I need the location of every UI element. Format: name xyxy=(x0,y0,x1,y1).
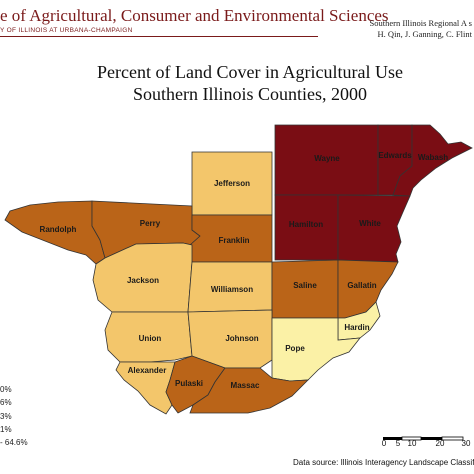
project-credits: Southern Illinois Regional A s H. Qin, J… xyxy=(370,18,472,40)
scale-tick-20: 20 xyxy=(436,439,445,448)
county-label-massac: Massac xyxy=(231,381,260,390)
county-label-alexander: Alexander xyxy=(128,366,167,375)
institution-title: e of Agricultural, Consumer and Environm… xyxy=(0,6,389,25)
county-label-randolph: Randolph xyxy=(40,225,77,234)
county-label-jackson: Jackson xyxy=(127,276,159,285)
legend-item-3: 3% xyxy=(0,411,12,421)
legend: 0% 6% 3% 1% - 64.6% xyxy=(0,383,28,449)
project-credits-line2: H. Qin, J. Ganning, C. Flint xyxy=(377,29,472,39)
legend-item-1: 0% xyxy=(0,385,12,394)
county-alexander xyxy=(115,361,176,415)
legend-item-4: 1% xyxy=(0,424,12,434)
county-label-jefferson: Jefferson xyxy=(214,179,250,188)
county-label-williamson: Williamson xyxy=(211,285,253,294)
county-label-hamilton: Hamilton xyxy=(289,220,323,229)
scale-tick-5: 5 xyxy=(396,439,401,448)
county-wabash xyxy=(392,124,473,197)
county-label-franklin: Franklin xyxy=(218,236,249,245)
map-subtitle: Southern Illinois Counties, 2000 xyxy=(133,84,367,104)
county-label-pope: Pope xyxy=(285,344,305,353)
county-massac xyxy=(189,367,310,414)
county-label-perry: Perry xyxy=(140,219,161,228)
county-label-edwards: Edwards xyxy=(378,151,412,160)
county-label-wabash: Wabash xyxy=(418,153,448,162)
scale-tick-0: 0 xyxy=(382,439,387,448)
header-rule xyxy=(0,36,318,37)
county-label-hardin: Hardin xyxy=(344,323,369,332)
county-label-gallatin: Gallatin xyxy=(347,281,376,290)
legend-item-5: - 64.6% xyxy=(0,438,28,448)
scale-tick-30: 30 xyxy=(462,439,471,448)
project-credits-line1: Southern Illinois Regional A s xyxy=(369,18,472,28)
county-label-johnson: Johnson xyxy=(225,334,258,343)
data-source-note: Data source: Illinois Interagency Landsc… xyxy=(293,458,474,467)
map-title: Percent of Land Cover in Agricultural Us… xyxy=(97,62,403,82)
scale-bar: 0 5 10 20 30 xyxy=(382,436,471,448)
legend-item-2: 6% xyxy=(0,398,12,408)
county-white xyxy=(337,194,411,263)
county-label-wayne: Wayne xyxy=(314,154,340,163)
county-label-union: Union xyxy=(139,334,162,343)
scale-tick-10: 10 xyxy=(408,439,417,448)
county-label-saline: Saline xyxy=(293,281,317,290)
county-label-pulaski: Pulaski xyxy=(175,379,203,388)
county-label-white: White xyxy=(359,219,381,228)
university-subtitle: Y OF ILLINOIS AT URBANA-CHAMPAIGN xyxy=(0,27,133,34)
